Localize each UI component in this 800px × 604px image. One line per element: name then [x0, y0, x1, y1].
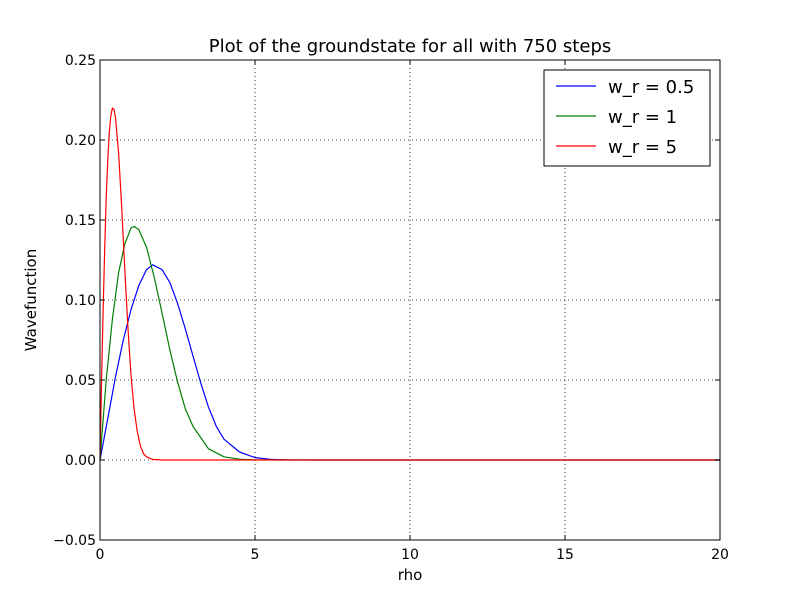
y-tick-label: 0.05 — [65, 373, 96, 389]
legend-label: w_r = 5 — [608, 137, 677, 158]
chart-title: Plot of the groundstate for all with 750… — [209, 36, 612, 57]
series-layer — [99, 107, 720, 461]
legend: w_r = 0.5 w_r = 1 w_r = 5 — [543, 69, 711, 167]
y-tick-label: 0.25 — [65, 53, 96, 69]
x-axis-label: rho — [398, 566, 423, 584]
x-tick-label: 20 — [711, 547, 729, 563]
legend-entries: w_r = 0.5 w_r = 1 w_r = 5 — [556, 77, 694, 158]
x-tick-label: 10 — [401, 547, 419, 563]
series-line — [99, 107, 720, 461]
y-axis-label: Wavefunction — [22, 249, 40, 351]
x-tick-label: 5 — [251, 547, 260, 563]
y-tick-label: 0.10 — [65, 293, 96, 309]
x-tick-label: 15 — [556, 547, 574, 563]
x-tick-label: 0 — [96, 547, 105, 563]
y-tick-label: −0.05 — [53, 533, 96, 549]
ticks: 0 5 10 15 20 −0.05 0.00 0.05 0.10 0.15 0.20 0.25 — [53, 53, 729, 563]
y-tick-label: 0.00 — [65, 453, 96, 469]
y-tick-label: 0.20 — [65, 133, 96, 149]
legend-label: w_r = 0.5 — [608, 77, 694, 98]
y-tick-label: 0.15 — [65, 213, 96, 229]
legend-label: w_r = 1 — [608, 107, 677, 128]
